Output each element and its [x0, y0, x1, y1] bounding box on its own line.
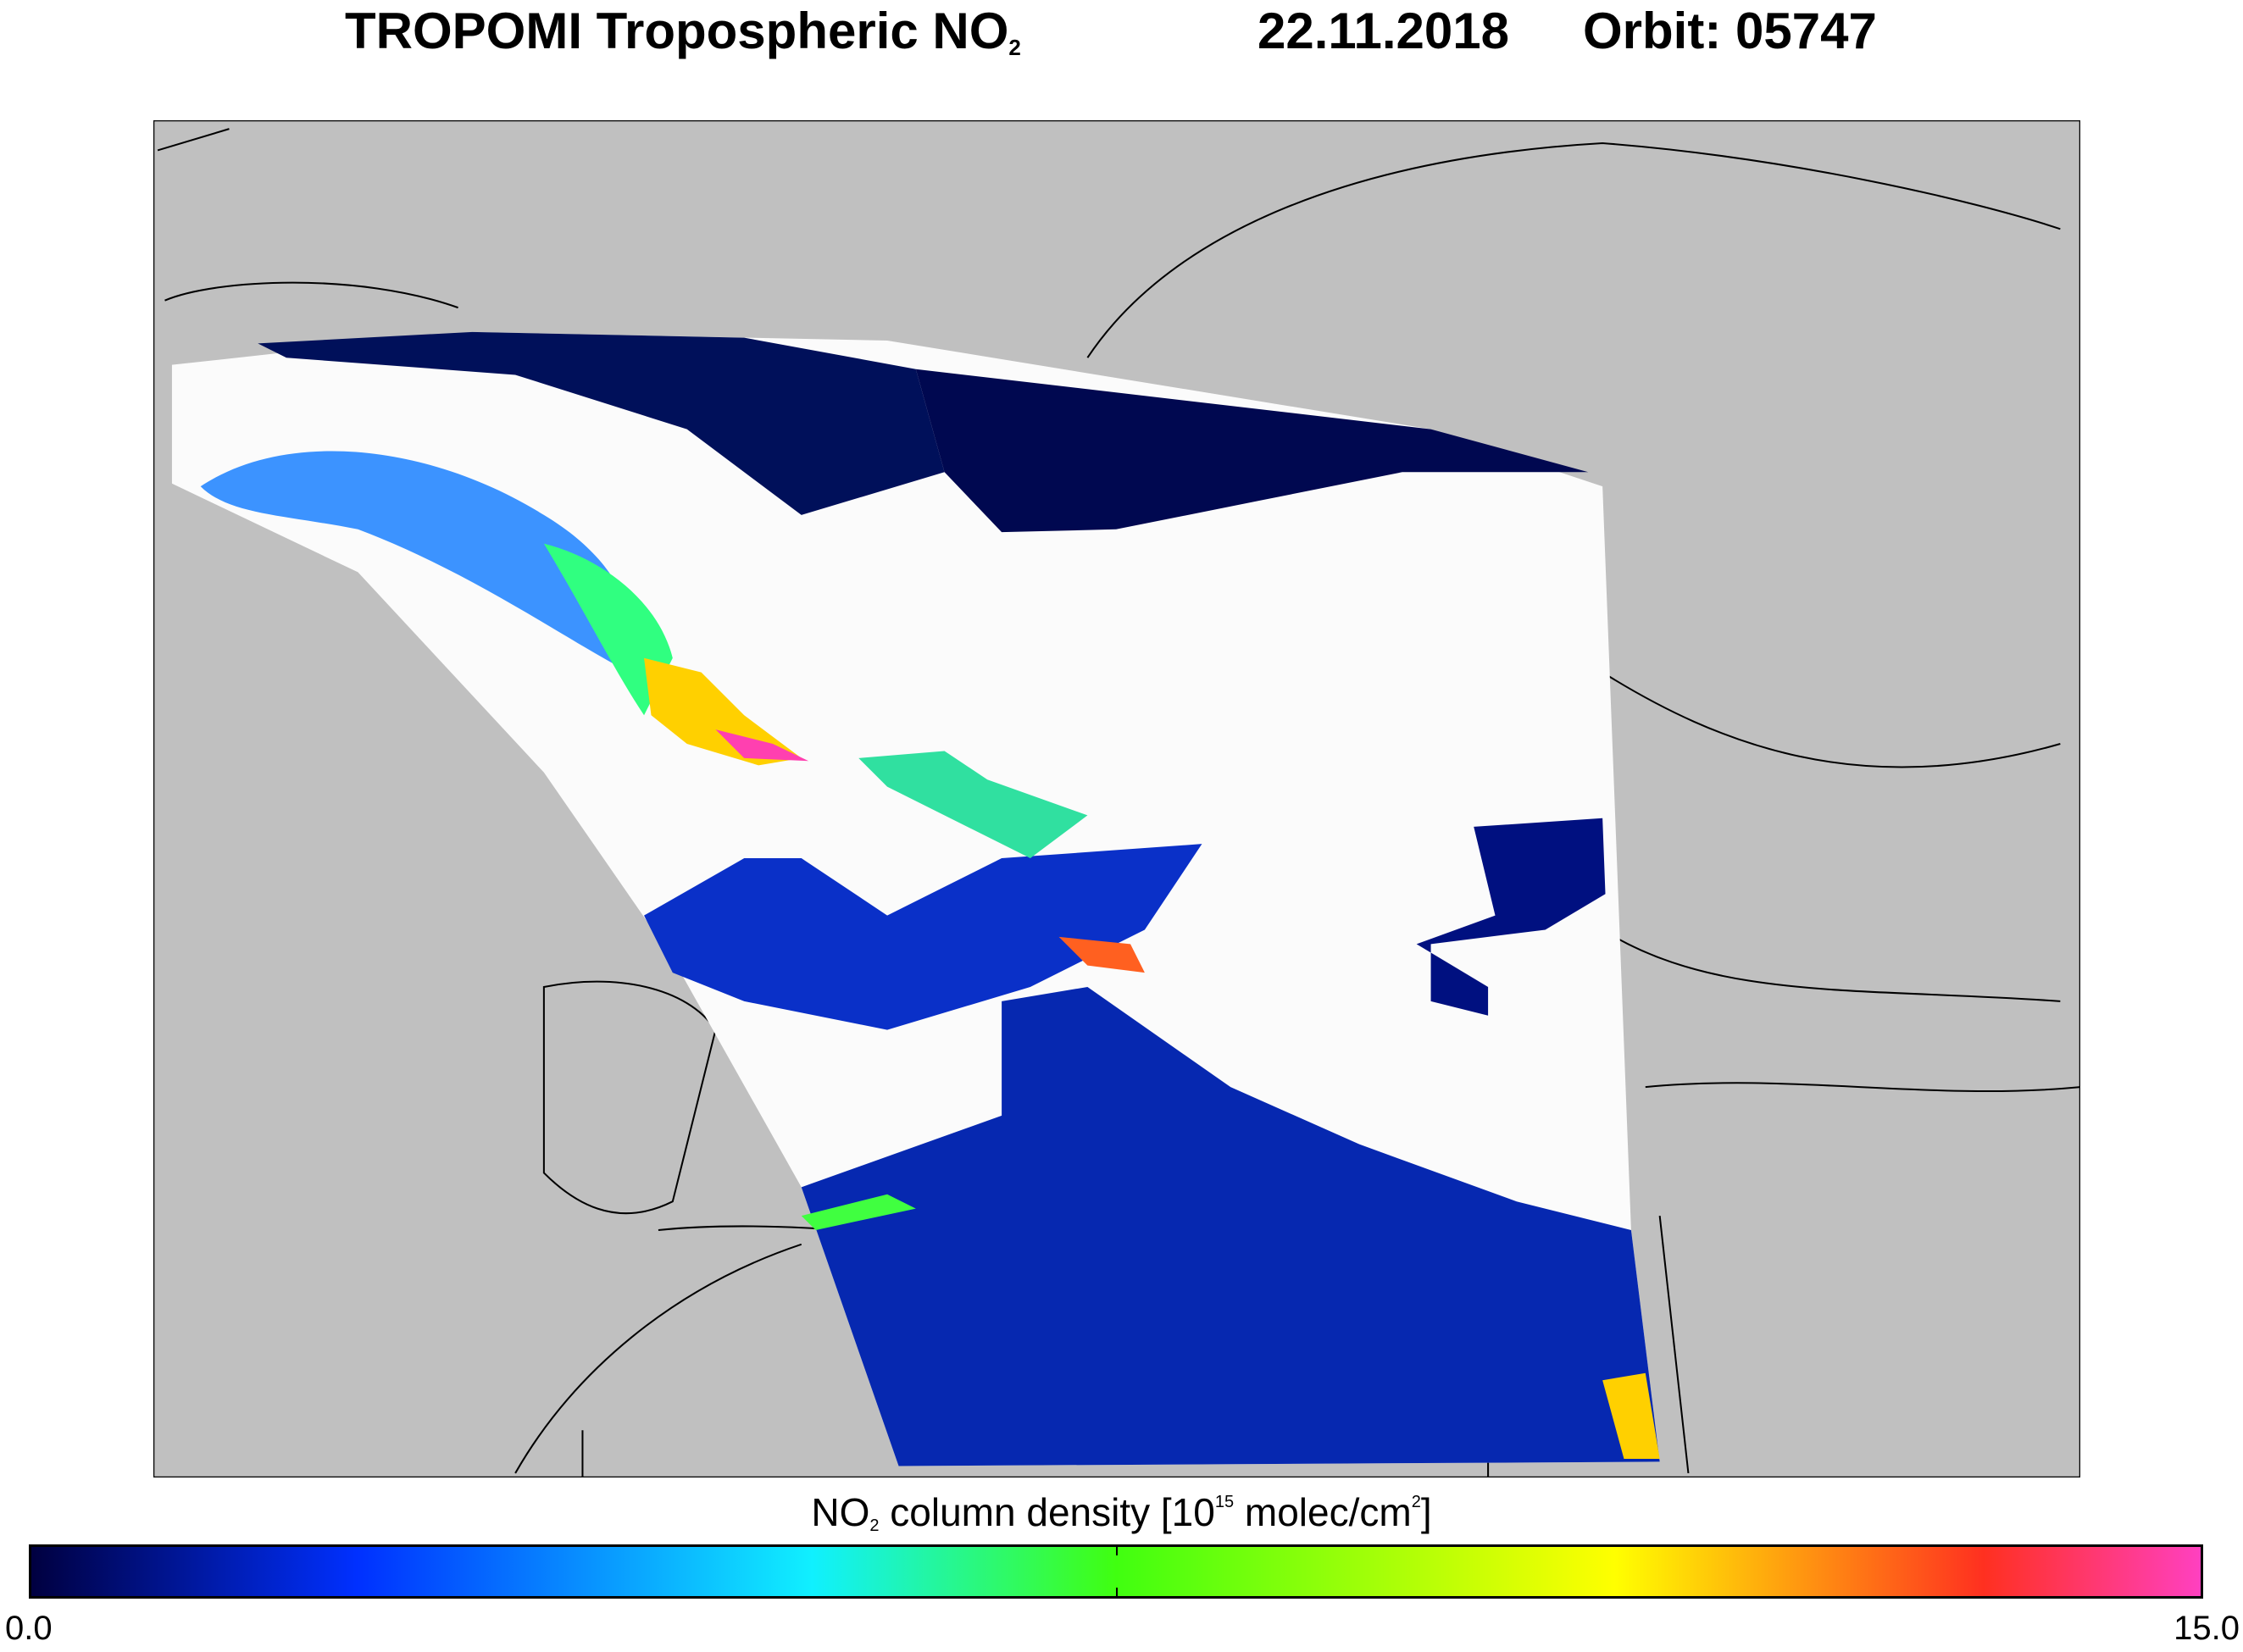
no2-hotspot-london: [715, 729, 809, 762]
colorbar-label-sup: 15: [1214, 1493, 1235, 1511]
colorbar-label-part: column density [10: [879, 1490, 1215, 1534]
colorbar-label-part: ]: [1420, 1490, 1432, 1534]
no2-plume-uk: [543, 543, 673, 716]
colorbar-label-part: molec/cm: [1234, 1490, 1412, 1534]
no2-hotspot-uk: [644, 657, 802, 766]
no2-hotspot-algeria: [801, 1194, 916, 1230]
no2-field-eastern: [1416, 818, 1606, 1016]
colorbar-max-label: 15.0: [2174, 1610, 2240, 1647]
no2-hotspot-benelux: [858, 751, 1088, 859]
colorbar: [29, 1544, 2203, 1599]
no2-field-scandinavia: [915, 369, 1589, 533]
colorbar-tick-mid: [1116, 1588, 1118, 1596]
no2-plume-atlantic: [200, 451, 634, 673]
colorbar-tick-mid: [1116, 1547, 1118, 1555]
no2-field-north: [258, 331, 945, 515]
title-date: 22.11.2018: [1258, 3, 1509, 59]
no2-map: [153, 120, 2080, 1477]
colorbar-label-sup: 2: [1411, 1493, 1421, 1511]
colorbar-min-label: 0.0: [5, 1610, 53, 1647]
title-subscript: 2: [1008, 35, 1021, 60]
no2-field-france: [644, 844, 1202, 1030]
no2-field-mediterranean: [801, 986, 1660, 1466]
colorbar-label-part: NO: [811, 1490, 870, 1534]
no2-hotspot-nile: [1602, 1372, 1660, 1460]
colorbar-label-sub: 2: [869, 1516, 880, 1535]
colorbar-label: NO2 column density [1015 molec/cm2]: [0, 1489, 2243, 1536]
title-text: TROPOMI Tropospheric NO: [345, 3, 1009, 59]
no2-hotspot-po-valley: [1058, 936, 1145, 973]
title-orbit: Orbit: 05747: [1583, 3, 1877, 59]
title-product: TROPOMI Tropospheric NO2: [345, 2, 1021, 61]
